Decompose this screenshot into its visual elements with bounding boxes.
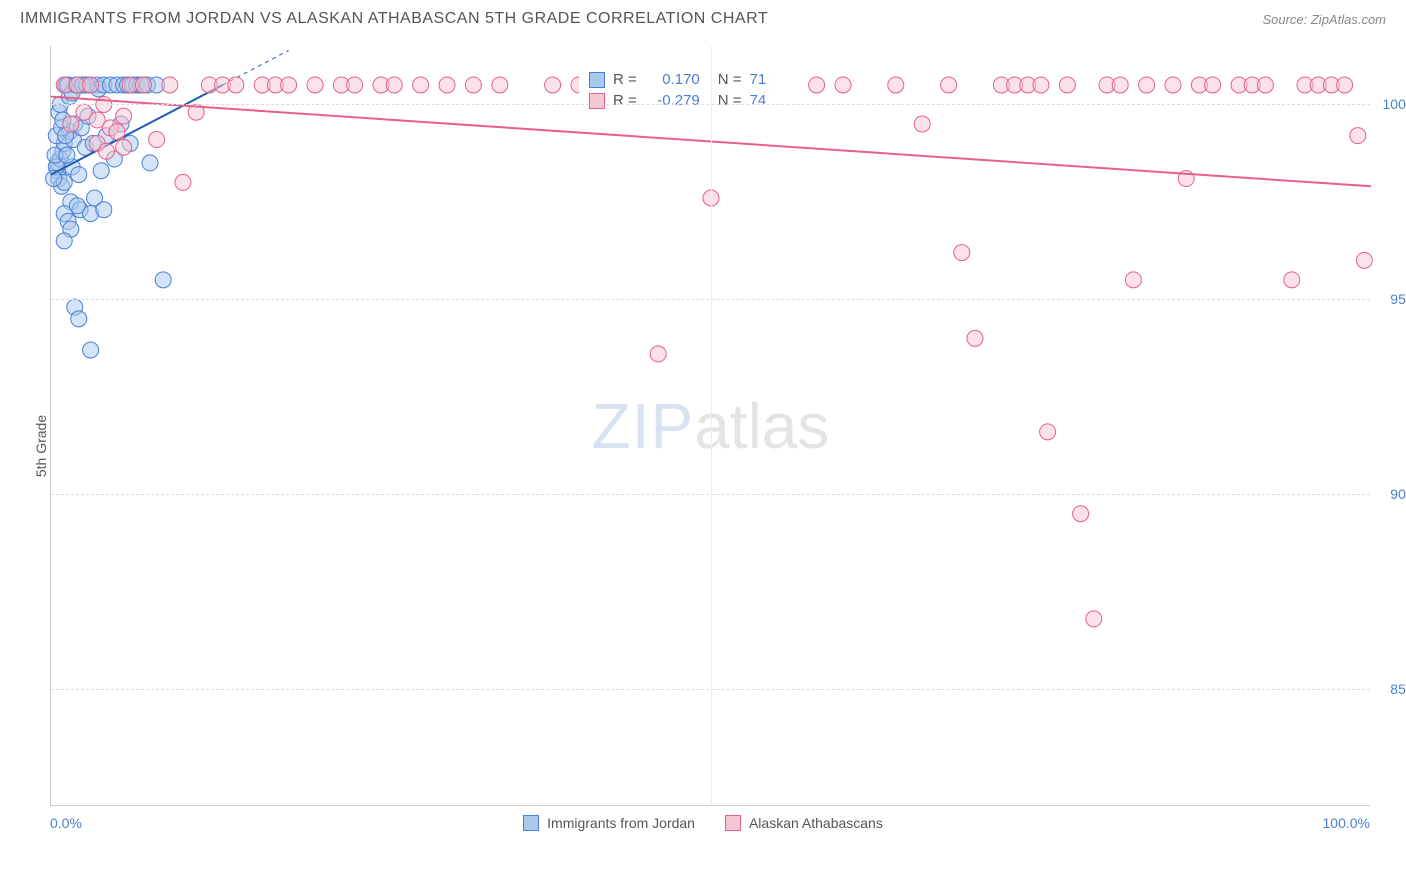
scatter-point [1073,506,1089,522]
y-tick-label: 95.0% [1375,291,1406,307]
scatter-point [941,77,957,93]
scatter-point [162,77,178,93]
scatter-point [1125,272,1141,288]
scatter-point [307,77,323,93]
header: IMMIGRANTS FROM JORDAN VS ALASKAN ATHABA… [0,0,1406,34]
scatter-point [71,167,87,183]
scatter-point [809,77,825,93]
scatter-point [116,139,132,155]
stat-swatch [589,93,605,109]
y-tick-label: 90.0% [1375,486,1406,502]
scatter-point [1059,77,1075,93]
stat-r-value: -0.279 [645,92,700,109]
scatter-point [1086,611,1102,627]
y-axis-label: 5th Grade [33,415,49,477]
stat-r-label: R = [613,71,637,88]
scatter-point [63,116,79,132]
legend-entry: Immigrants from Jordan [523,815,695,831]
legend-label: Alaskan Athabascans [749,815,883,831]
scatter-point [175,174,191,190]
scatter-point [149,132,165,148]
source-attribution: Source: ZipAtlas.com [1262,12,1386,27]
scatter-point [83,342,99,358]
scatter-point [1112,77,1128,93]
scatter-point [1040,424,1056,440]
scatter-point [83,77,99,93]
scatter-point [650,346,666,362]
scatter-point [386,77,402,93]
scatter-point [967,330,983,346]
stat-n-value: 71 [750,71,767,88]
scatter-point [465,77,481,93]
scatter-point [1257,77,1273,93]
chart-plot-area: ZIPatlas R =0.170N =71R =-0.279N =74 85.… [50,46,1370,806]
scatter-point [96,202,112,218]
scatter-point [142,155,158,171]
scatter-point [228,77,244,93]
chart-title: IMMIGRANTS FROM JORDAN VS ALASKAN ATHABA… [20,10,768,28]
legend-swatch [523,815,539,831]
scatter-point [835,77,851,93]
legend-entry: Alaskan Athabascans [725,815,883,831]
scatter-point [492,77,508,93]
legend-label: Immigrants from Jordan [547,815,695,831]
scatter-point [413,77,429,93]
scatter-point [1350,128,1366,144]
scatter-point [71,311,87,327]
stat-n-label: N = [718,71,742,88]
scatter-point [59,147,75,163]
scatter-point [1205,77,1221,93]
stat-n-label: N = [718,92,742,109]
stat-row: R = -0.279 N = 74 [579,90,776,111]
scatter-point [888,77,904,93]
y-tick-label: 100.0% [1375,96,1406,112]
scatter-point [439,77,455,93]
scatter-point [281,77,297,93]
scatter-point [116,108,132,124]
scatter-point [1356,252,1372,268]
gridline-v [711,46,712,805]
scatter-point [155,272,171,288]
scatter-point [135,77,151,93]
scatter-point [1033,77,1049,93]
scatter-point [93,163,109,179]
stat-n-value: 74 [750,92,767,109]
scatter-point [1139,77,1155,93]
y-tick-label: 85.0% [1375,681,1406,697]
scatter-point [1337,77,1353,93]
scatter-point [56,233,72,249]
scatter-point [545,77,561,93]
stat-r-value: 0.170 [645,71,700,88]
scatter-point [914,116,930,132]
stat-row: R = 0.170 N = 71 [579,69,776,90]
scatter-point [98,143,114,159]
legend-bottom: Immigrants from Jordan Alaskan Athabascan… [0,815,1406,831]
scatter-point [109,124,125,140]
scatter-point [347,77,363,93]
scatter-point [954,245,970,261]
correlation-stats-box: R = 0.170 N = 71 R = -0.279 N = 74 [579,65,776,115]
scatter-point [1165,77,1181,93]
scatter-point [1284,272,1300,288]
stat-r-label: R = [613,92,637,109]
legend-swatch [725,815,741,831]
stat-swatch [589,72,605,88]
